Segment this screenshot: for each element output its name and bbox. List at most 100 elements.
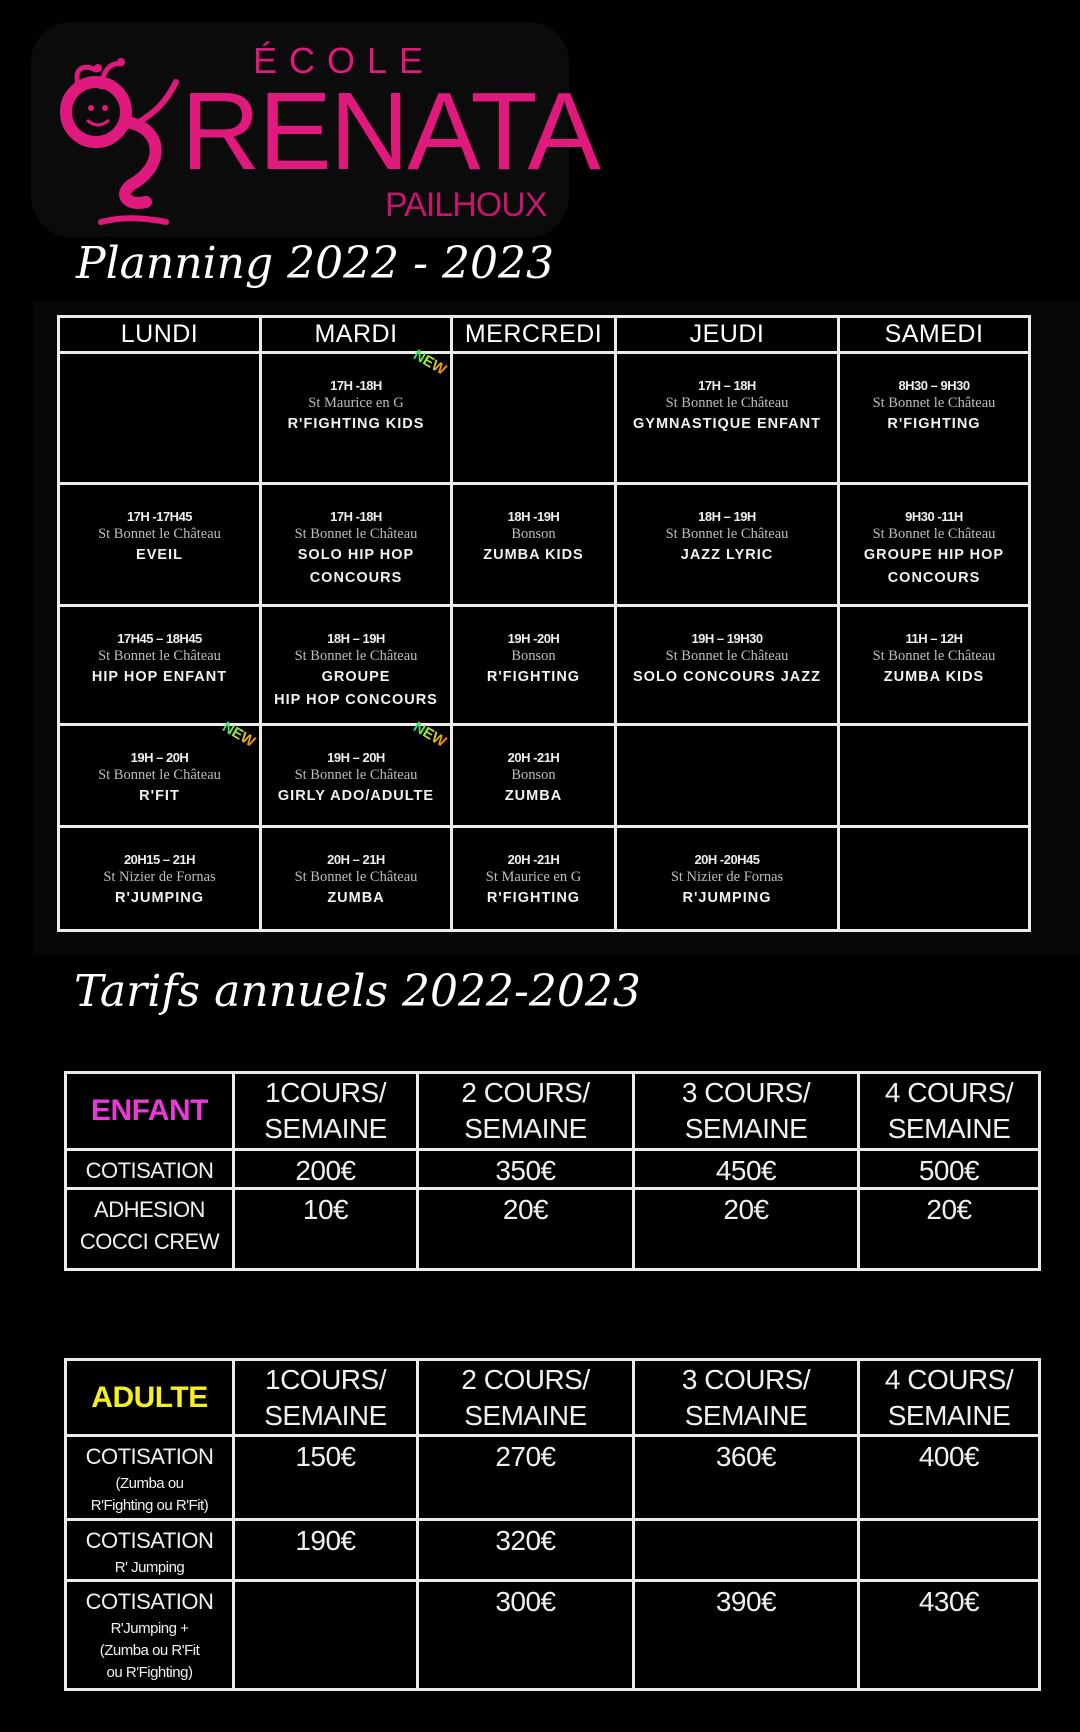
slot-time: 17H -18H — [330, 509, 382, 524]
slot-location: Bonson — [511, 526, 556, 542]
schedule-body: 17H -18H St Maurice en G R'FIGHTING KIDS NE… — [57, 346, 1031, 932]
slot-content: 20H15 – 21H St Nizier de Fornas R'JUMPING — [60, 828, 259, 909]
column-header-line: SEMAINE — [464, 1113, 587, 1144]
slot-content: 17H -18H St Bonnet le Château SOLO HIP HOP… — [262, 485, 450, 589]
price-cell: 150€ — [232, 1434, 419, 1521]
class-slot: 9H30 -11H St Bonnet le Château GROUPE HIP … — [837, 482, 1031, 607]
logo-pailhoux-text: PAILHOUX — [385, 186, 547, 224]
tarif-header-row: ADULTE 1COURS/SEMAINE 2 COURS/SEMAINE 3 COU… — [64, 1358, 1041, 1437]
column-header-line: SEMAINE — [464, 1399, 587, 1431]
price-cell: 20€ — [416, 1187, 635, 1271]
empty-slot — [837, 825, 1031, 932]
row-label-line: ADHESION — [94, 1197, 205, 1222]
tarif-row: COTISATION (Zumba ou R'Fighting ou R'Fit) 1… — [64, 1434, 1041, 1521]
column-header-line: 3 COURS/ — [681, 1077, 811, 1108]
column-header-line: SEMAINE — [684, 1399, 808, 1431]
column-header-1-cours: 1COURS/SEMAINE — [232, 1358, 419, 1437]
slot-class-name: GROUPE — [321, 669, 391, 685]
slot-content: 20H – 21H St Bonnet le Château ZUMBA — [262, 828, 450, 909]
slot-content: 18H – 19H St Bonnet le Château JAZZ LYRIC — [617, 485, 837, 566]
column-header-2-cours: 2 COURS/SEMAINE — [416, 1358, 635, 1437]
slot-location: St Bonnet le Château — [665, 648, 789, 664]
slot-time: 17H45 – 18H45 — [117, 631, 202, 646]
slot-time: 18H – 19H — [327, 631, 385, 646]
price-cell: 300€ — [416, 1579, 635, 1691]
tarif-header-row: ENFANT 1COURS/SEMAINE 2 COURS/SEMAINE 3 COU… — [64, 1071, 1041, 1151]
slot-location: St Bonnet le Château — [294, 526, 418, 542]
price-cell — [632, 1518, 860, 1582]
schedule-row: 20H15 – 21H St Nizier de Fornas R'JUMPING 2… — [57, 825, 1031, 932]
slot-class-name: ZUMBA — [504, 788, 563, 804]
row-label: COTISATION R'Jumping + (Zumba ou R'Fit ou R… — [64, 1579, 235, 1691]
class-slot: 11H – 12H St Bonnet le Château ZUMBA KIDS — [837, 604, 1031, 726]
slot-location: St Bonnet le Château — [872, 648, 996, 664]
day-header-samedi: SAMEDI — [837, 315, 1031, 354]
slot-location: St Bonnet le Château — [98, 648, 221, 664]
row-label: ADHESION COCCI CREW — [64, 1187, 235, 1271]
day-header-jeudi: JEUDI — [614, 315, 840, 354]
slot-time: 18H – 19H — [698, 509, 756, 524]
tarif-row: COTISATION 200€ 350€ 450€ 500€ — [64, 1148, 1041, 1190]
row-label-detail: R'Fighting ou R'Fit) — [90, 1497, 209, 1514]
price-cell: 500€ — [857, 1148, 1041, 1190]
tarif-row: ADHESION COCCI CREW 10€ 20€ 20€ 20€ — [64, 1187, 1041, 1271]
slot-content: 20H -21H Bonson ZUMBA — [453, 726, 614, 807]
slot-time: 19H – 20H — [327, 750, 385, 765]
row-label-detail: R'Jumping + — [110, 1620, 189, 1637]
slot-class-name: EVEIL — [136, 547, 183, 563]
day-header-lundi: LUNDI — [57, 315, 262, 354]
tarifs-title: Tarifs annuels 2022-2023 — [74, 966, 641, 1017]
slot-content: 17H -18H St Maurice en G R'FIGHTING KIDS — [262, 354, 450, 435]
slot-class-name: CONCOURS — [887, 570, 981, 586]
slot-content: 17H45 – 18H45 St Bonnet le Château HIP HOP… — [60, 607, 259, 688]
enfant-category-label: ENFANT — [64, 1071, 235, 1151]
slot-location: St Nizier de Fornas — [103, 869, 216, 885]
slot-time: 20H15 – 21H — [123, 852, 196, 867]
column-header-2-cours: 2 COURS/SEMAINE — [416, 1071, 635, 1151]
tarif-row: COTISATION R' Jumping 190€ 320€ — [64, 1518, 1041, 1582]
slot-content: 9H30 -11H St Bonnet le Château GROUPE HIP … — [840, 485, 1028, 589]
row-label-line: COTISATION — [85, 1528, 214, 1553]
price-cell: 200€ — [232, 1148, 419, 1190]
slot-time: 19H – 20H — [130, 750, 189, 765]
adulte-category-label: ADULTE — [64, 1358, 235, 1437]
slot-time: 20H – 21H — [327, 852, 385, 867]
slot-location: St Maurice en G — [485, 869, 582, 885]
class-slot: 18H – 19H St Bonnet le Château GROUPE HIP H… — [259, 604, 453, 726]
row-label-detail: R' Jumping — [114, 1559, 185, 1576]
price-cell: 450€ — [632, 1148, 860, 1190]
planning-table: LUNDI MARDI MERCREDI JEUDI SAMEDI 17H -18H St… — [57, 315, 1031, 932]
column-header-line: 4 COURS/ — [884, 1077, 1014, 1108]
slot-time: 20H -21H — [507, 750, 560, 765]
class-slot: 8H30 – 9H30 St Bonnet le Château R'FIGHTIN… — [837, 351, 1031, 485]
slot-content: 19H – 20H St Bonnet le Château R'FIT — [60, 726, 259, 807]
slot-location: Bonson — [511, 767, 556, 783]
slot-time: 17H -17H45 — [126, 509, 193, 524]
schedule-row: 17H -18H St Maurice en G R'FIGHTING KIDS NE… — [57, 346, 1031, 485]
column-header-4-cours: 4 COURS/SEMAINE — [857, 1358, 1041, 1437]
row-label-line: COTISATION — [85, 1158, 214, 1183]
empty-slot — [57, 351, 262, 485]
slot-time: 8H30 – 9H30 — [898, 378, 970, 393]
slot-content: 19H -20H Bonson R'FIGHTING — [453, 607, 614, 688]
column-header-line: SEMAINE — [684, 1113, 808, 1144]
slot-class-name: ZUMBA — [327, 890, 385, 906]
row-label-line: COCCI CREW — [79, 1229, 220, 1254]
price-cell: 400€ — [857, 1434, 1041, 1521]
slot-location: St Nizier de Fornas — [670, 869, 784, 885]
schedule-row: 17H45 – 18H45 St Bonnet le Château HIP HOP… — [57, 604, 1031, 726]
row-label-detail: (Zumba ou R'Fit — [99, 1642, 200, 1659]
planning-title: Planning 2022 - 2023 — [76, 238, 554, 289]
row-label-line: COTISATION — [85, 1589, 214, 1614]
row-label: COTISATION (Zumba ou R'Fighting ou R'Fit) — [64, 1434, 235, 1521]
slot-class-name: ZUMBA KIDS — [483, 547, 584, 563]
slot-class-name: SOLO HIP HOP — [297, 547, 415, 563]
price-cell — [232, 1579, 419, 1691]
class-slot: 19H – 20H St Bonnet le Château R'FIT NEW — [57, 718, 262, 828]
price-cell: 190€ — [232, 1518, 419, 1582]
class-slot: 18H – 19H St Bonnet le Château JAZZ LYRIC — [614, 482, 840, 607]
class-slot: 20H -21H St Maurice en G R'FIGHTING — [450, 825, 617, 932]
slot-class-name: ZUMBA KIDS — [883, 669, 985, 685]
slot-class-name: GROUPE HIP HOP — [863, 547, 1005, 563]
slot-location: St Bonnet le Château — [98, 526, 221, 542]
